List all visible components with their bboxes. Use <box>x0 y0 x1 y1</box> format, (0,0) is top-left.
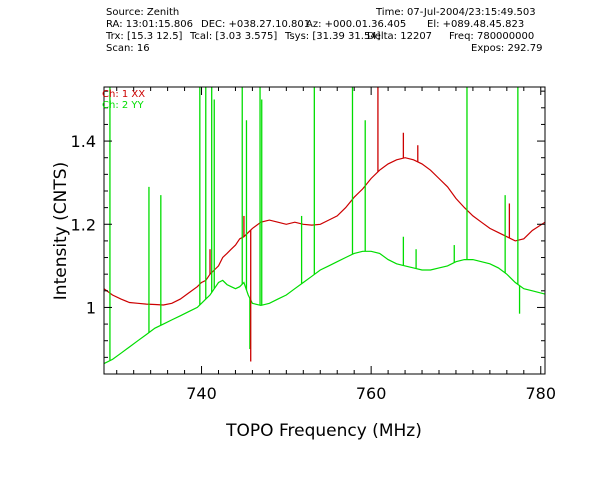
ra-label: RA: 13:01:15.806 <box>106 19 193 30</box>
legend-ch1: Ch: 1 XX <box>102 89 145 100</box>
az-label: Az: +000.01.36.405 <box>306 19 407 30</box>
x-tick-label: 740 <box>186 384 217 403</box>
time-label: Time: 07-Jul-2004/23:15:49.503 <box>376 7 536 18</box>
source-label: Source: Zenith <box>106 7 180 18</box>
series-line-2 <box>104 250 545 365</box>
dec-label: DEC: +038.27.10.801 <box>201 19 311 30</box>
x-tick-label: 760 <box>356 384 387 403</box>
x-axis-title: TOPO Frequency (MHz) <box>225 421 422 441</box>
freq-label: Freq: 780000000 <box>449 31 535 42</box>
legend-ch2: Ch: 2 YY <box>102 100 145 111</box>
x-tick-label: 780 <box>525 384 556 403</box>
series-line-1 <box>104 157 545 306</box>
scan-label: Scan: 16 <box>106 43 150 54</box>
delta-label: Delta: 12207 <box>367 31 433 42</box>
expos-label: Expos: 292.79 <box>471 43 543 54</box>
y-tick-label: 1.4 <box>71 132 96 151</box>
tsys-label: Tsys: [31.39 31.54] <box>285 31 381 42</box>
plot-frame <box>103 86 546 375</box>
tcal-label: Tcal: [3.03 3.575] <box>190 31 278 42</box>
y-tick-label: 1 <box>86 298 96 317</box>
trx-label: Trx: [15.3 12.5] <box>106 31 183 42</box>
el-label: El: +089.48.45.823 <box>427 19 525 30</box>
y-axis-title: Intensity (CNTS) <box>51 162 71 300</box>
y-tick-label: 1.2 <box>71 215 96 234</box>
